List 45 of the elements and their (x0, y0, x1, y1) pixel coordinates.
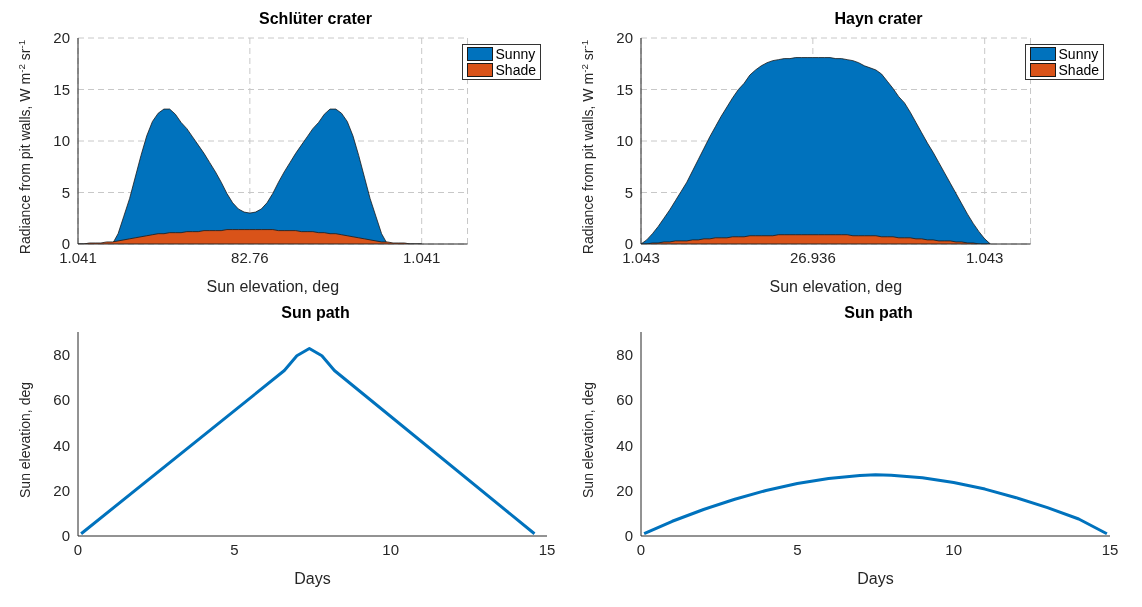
x-tick-label: 5 (793, 540, 802, 558)
y-axis-title: Sun elevation, deg (17, 382, 33, 498)
y-tick-label: 15 (53, 80, 70, 98)
y-tick-label: 10 (53, 132, 70, 150)
y-tick-label: 40 (616, 436, 633, 454)
y-tick-label: 80 (53, 345, 70, 363)
y-axis-title: Sun elevation, deg (580, 382, 596, 498)
y-tick-label: 10 (616, 132, 633, 150)
line-series (79, 347, 536, 536)
x-tick-label: 0 (73, 540, 83, 558)
x-tick-label: 1.043 (965, 248, 1004, 266)
x-axis-title: Days (294, 570, 331, 587)
x-tick-label: 15 (538, 540, 556, 558)
y-tick-label: 20 (616, 481, 633, 499)
y-tick-label: 0 (624, 527, 633, 545)
legend-label: Shade (495, 62, 536, 78)
y-tick-label: 60 (616, 391, 633, 409)
y-tick-label: 20 (53, 29, 70, 47)
chart-title: Schlüter crater (258, 9, 373, 29)
y-tick-label: 40 (53, 436, 70, 454)
y-tick-label: 60 (53, 391, 70, 409)
chart-title: Sun path (843, 303, 914, 323)
x-axis-title: Days (857, 570, 894, 587)
y-tick-label: 0 (61, 527, 70, 545)
y-tick-label: 15 (616, 80, 633, 98)
chart-title: Hayn crater (833, 9, 924, 29)
y-tick-label: 20 (53, 481, 70, 499)
legend-label: Sunny (1058, 46, 1099, 62)
y-tick-label: 80 (616, 345, 633, 363)
y-tick-label: 20 (616, 29, 633, 47)
x-tick-label: 26.936 (789, 248, 836, 266)
x-tick-label: 0 (636, 540, 646, 558)
x-tick-label: 5 (230, 540, 239, 558)
x-tick-label: 15 (1101, 540, 1119, 558)
chart-title: Sun path (280, 303, 351, 323)
x-axis-title: Sun elevation, deg (206, 278, 340, 295)
x-tick-label: 10 (945, 540, 963, 558)
x-tick-label: 82.76 (231, 248, 269, 266)
x-tick-label: 1.041 (402, 248, 441, 266)
x-tick-label: 10 (382, 540, 400, 558)
legend-label: Sunny (495, 46, 536, 62)
legend-label: Shade (1058, 62, 1099, 78)
x-axis-title: Sun elevation, deg (769, 278, 903, 295)
y-tick-label: 5 (624, 183, 633, 201)
y-tick-label: 5 (61, 183, 70, 201)
